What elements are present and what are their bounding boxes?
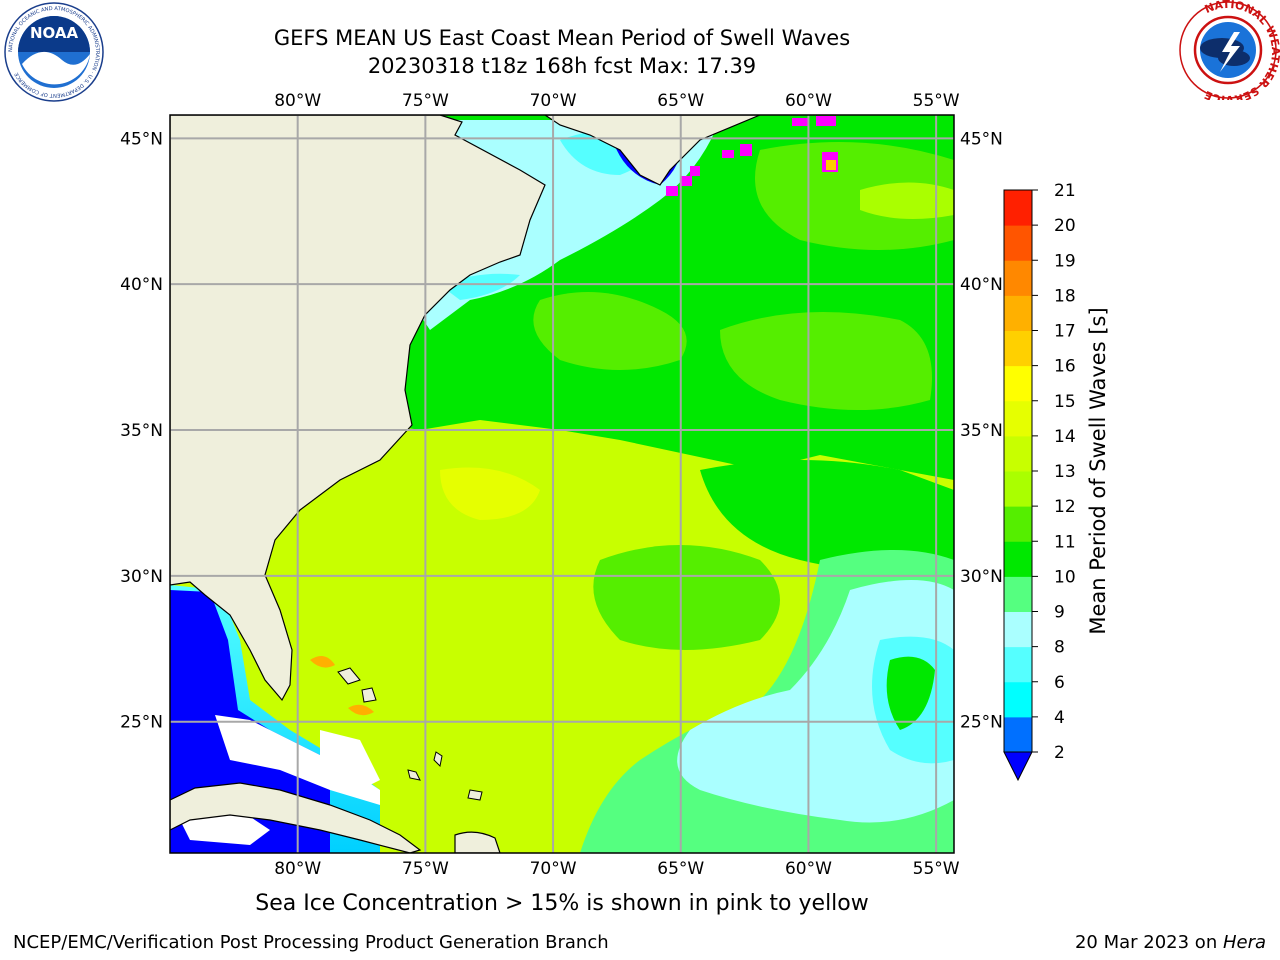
colorbar-segment [1004, 365, 1032, 402]
lon-label-bottom: 80°W [274, 859, 321, 879]
lat-label-left: 35°N [120, 421, 163, 441]
colorbar-extend-arrow [1003, 751, 1033, 782]
lon-label-bottom: 60°W [785, 859, 832, 879]
lon-label-top: 70°W [530, 91, 577, 111]
map-frame [169, 114, 955, 854]
colorbar-tick-label: 14 [1054, 427, 1076, 447]
lon-label-bottom: 55°W [913, 859, 960, 879]
colorbar-tick-label: 9 [1054, 603, 1065, 623]
lat-label-left: 45°N [120, 129, 163, 149]
lon-label-bottom: 75°W [402, 859, 449, 879]
lon-label-top: 55°W [913, 91, 960, 111]
lat-label-left: 25°N [120, 713, 163, 733]
lat-label-left: 30°N [120, 567, 163, 587]
colorbar: 2 4 6 8 9 10 11 12 13 14 15 16 17 18 19 20 21 [1003, 181, 1076, 782]
colorbar-segment [1004, 611, 1032, 648]
lon-label-bottom: 70°W [530, 859, 577, 879]
noaa-logo-text: NOAA [30, 24, 79, 42]
lat-label-left: 40°N [120, 275, 163, 295]
colorbar-segment [1004, 506, 1032, 542]
colorbar-segment [1004, 435, 1032, 472]
lon-label-top: 80°W [274, 91, 321, 111]
colorbar-tick-label: 4 [1054, 708, 1065, 728]
sea-ice-note: Sea Ice Concentration > 15% is shown in … [255, 891, 869, 916]
colorbar-tick-label: 17 [1054, 322, 1076, 342]
colorbar-tick-label: 15 [1054, 392, 1076, 412]
colorbar-tick-label: 16 [1054, 357, 1076, 377]
lat-label-right: 45°N [960, 129, 1003, 149]
colorbar-segment [1004, 260, 1032, 296]
noaa-logo-icon: NOAA NATIONAL OCEANIC AND ATMOSPHERIC AD… [4, 2, 104, 102]
colorbar-segment [1004, 190, 1032, 226]
lat-label-right: 35°N [960, 421, 1003, 441]
date-stamp: 20 Mar 2023 on Hera [1075, 932, 1266, 953]
colorbar-tick-label: 6 [1054, 673, 1065, 693]
colorbar-segment [1004, 541, 1032, 577]
colorbar-tick-label: 19 [1054, 251, 1076, 271]
colorbar-segment [1004, 576, 1032, 612]
colorbar-tick-label: 21 [1054, 181, 1076, 201]
colorbar-segment [1004, 646, 1032, 683]
colorbar-segment [1004, 330, 1032, 367]
lat-label-right: 30°N [960, 567, 1003, 587]
colorbar-label: Mean Period of Swell Waves [s] [1086, 307, 1110, 634]
credit-text: NCEP/EMC/Verification Post Processing Pr… [13, 932, 609, 953]
colorbar-tick-label: 8 [1054, 638, 1065, 658]
colorbar-segment [1004, 716, 1032, 753]
colorbar-tick-label: 18 [1054, 286, 1076, 306]
colorbar-segment [1004, 295, 1032, 331]
colorbar-tick-label: 13 [1054, 462, 1076, 482]
date-text: 20 Mar 2023 on [1074, 932, 1223, 953]
colorbar-tick-label: 12 [1054, 497, 1076, 517]
lat-label-right: 25°N [960, 713, 1003, 733]
lon-label-bottom: 65°W [657, 859, 704, 879]
lon-label-top: 65°W [657, 91, 704, 111]
colorbar-segment [1004, 681, 1032, 718]
colorbar-tick-label: 10 [1054, 567, 1076, 587]
map-title: GEFS MEAN US East Coast Mean Period of S… [273, 26, 851, 50]
colorbar-tick-label: 11 [1054, 532, 1076, 552]
colorbar-segment [1004, 225, 1032, 261]
colorbar-tick-label: 20 [1054, 216, 1076, 236]
colorbar-tick-label: 2 [1054, 743, 1065, 763]
lat-label-right: 40°N [960, 275, 1003, 295]
map-subtitle: 20230318 t18z 168h fcst Max: 17.39 [367, 54, 757, 78]
nws-logo-icon: NATIONAL WEATHER SERVICE [1179, 0, 1280, 100]
map-field [170, 115, 954, 853]
lon-label-top: 75°W [402, 91, 449, 111]
host-name: Hera [1222, 932, 1266, 953]
lon-label-top: 60°W [785, 91, 832, 111]
colorbar-segment [1004, 471, 1032, 507]
map-axis-labels: 80°W 80°W 75°W 75°W 70°W 70°W 65°W 65°W 60°W 60°W… [120, 91, 1003, 879]
colorbar-segment [1004, 400, 1032, 437]
map-gridlines [170, 115, 954, 853]
